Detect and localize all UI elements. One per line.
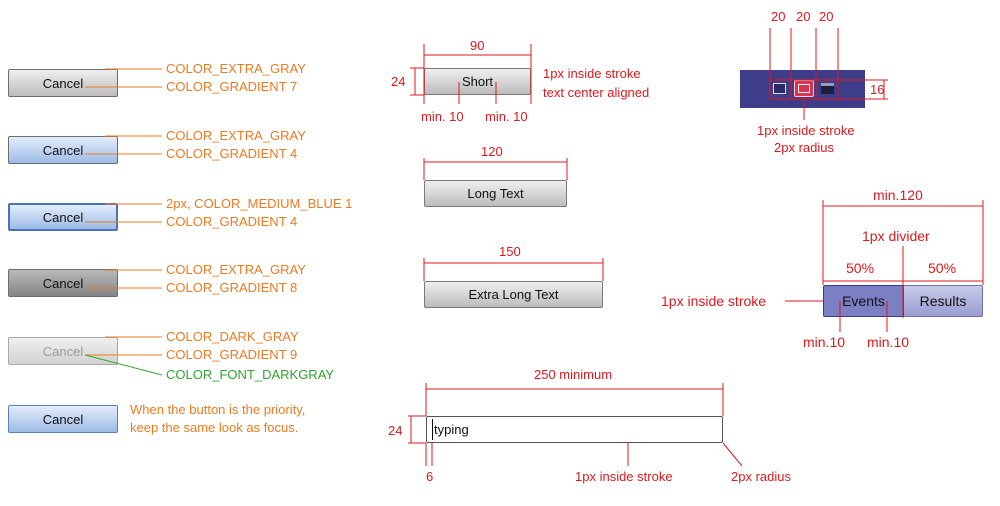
state-note-pressed-fill: COLOR_GRADIENT 8 [166,280,298,295]
state-note-focus-border: 2px, COLOR_MEDIUM_BLUE 1 [166,196,353,211]
state-note-hover-fill: COLOR_GRADIENT 4 [166,146,298,161]
dim-icon-height: 16 [870,82,885,97]
window-icon-inner [798,84,810,93]
dim-short-min-left: min. 10 [421,109,464,124]
input-radius-note: 2px radius [731,469,791,484]
segment-stroke-note: 1px inside stroke [661,293,767,309]
state-note-disabled-border: COLOR_DARK_GRAY [166,329,299,344]
dim-short-min-right: min. 10 [485,109,528,124]
icon-note-stroke: 1px inside stroke [757,123,855,138]
cancel-button-disabled[interactable]: Cancel [8,337,118,365]
cancel-button-pressed[interactable]: Cancel [8,269,118,297]
input-stroke-note: 1px inside stroke [575,469,673,484]
dim-short-height: 24 [391,74,406,89]
window-icon[interactable] [773,83,786,94]
state-note-priority-2: keep the same look as focus. [130,420,299,435]
short-note-align: text center aligned [543,85,650,100]
segment-min-right: min.10 [867,334,910,350]
segment-right-pct: 50% [928,260,957,276]
segment-results[interactable]: Results [903,285,983,317]
state-note-disabled-fill: COLOR_GRADIENT 9 [166,347,298,362]
dim-icon-w3: 20 [819,9,834,24]
text-cursor [432,419,433,440]
dim-short-width: 90 [470,38,485,53]
dim-input-height: 24 [388,423,403,438]
segment-events[interactable]: Events [823,285,903,317]
text-input[interactable] [426,416,723,443]
state-note-priority-1: When the button is the priority, [130,402,306,417]
dim-icon-w2: 20 [796,9,811,24]
text-input-value: typing [434,422,469,437]
dim-input-width: 250 minimum [534,367,613,382]
state-note-focus-fill: COLOR_GRADIENT 4 [166,214,298,229]
segment-min-left: min.10 [803,334,846,350]
long-text-button[interactable]: Long Text [424,180,567,207]
window-icon-dark[interactable] [821,83,834,94]
dim-input-padding: 6 [426,469,434,484]
state-note-disabled-font: COLOR_FONT_DARKGRAY [166,367,335,382]
state-note-pressed-border: COLOR_EXTRA_GRAY [166,262,306,277]
dim-extra-long-width: 150 [499,244,521,259]
cancel-button-priority[interactable]: Cancel [8,405,118,433]
dim-segment-width: min.120 [873,187,923,203]
cancel-button-normal[interactable]: Cancel [8,69,118,97]
dim-long-width: 120 [481,144,503,159]
state-note-normal-border: COLOR_EXTRA_GRAY [166,61,306,76]
segment-divider-note: 1px divider [862,228,930,244]
dim-icon-w1: 20 [771,9,786,24]
short-button[interactable]: Short [424,68,531,95]
state-note-normal-fill: COLOR_GRADIENT 7 [166,79,298,94]
icon-note-radius: 2px radius [774,140,834,155]
cancel-button-hover[interactable]: Cancel [8,136,118,164]
state-note-hover-border: COLOR_EXTRA_GRAY [166,128,306,143]
short-note-stroke: 1px inside stroke [543,66,641,81]
segment-left-pct: 50% [846,260,875,276]
cancel-button-focus[interactable]: Cancel [8,203,118,231]
extra-long-text-button[interactable]: Extra Long Text [424,281,603,308]
